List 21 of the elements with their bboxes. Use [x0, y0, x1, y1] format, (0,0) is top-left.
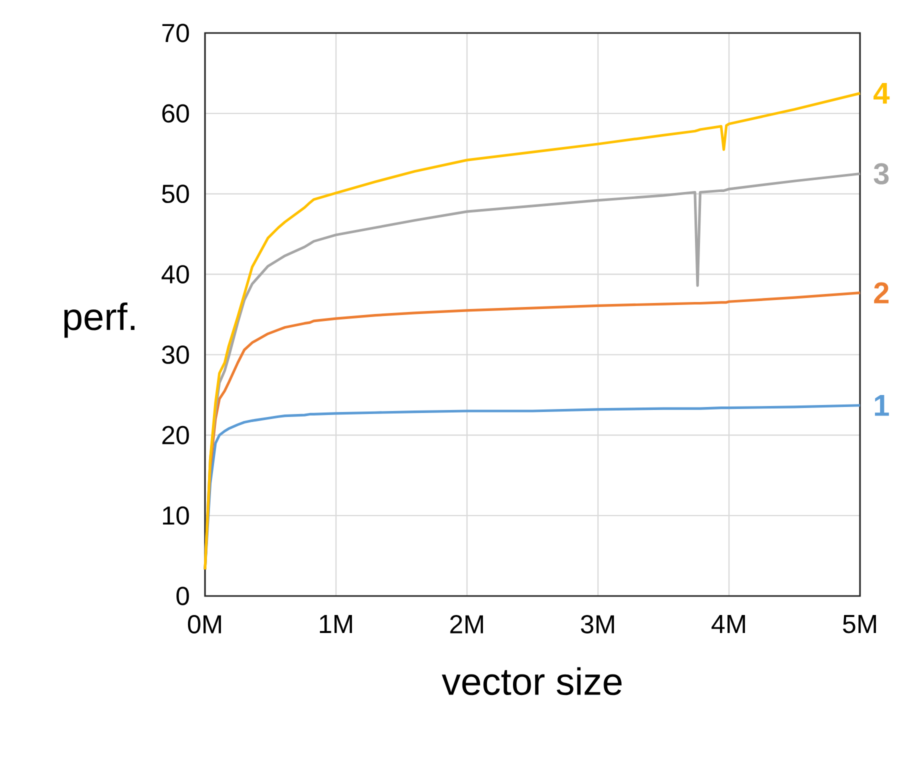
x-tick-label: 3M [580, 615, 614, 634]
x-tick-label: 2M [450, 615, 483, 634]
line-series [204, 92, 862, 571]
series-label: 2 [874, 282, 889, 304]
series-label: 4 [874, 83, 890, 104]
y-tick-label: 60 [162, 104, 189, 123]
y-axis-title: perf. [64, 302, 134, 338]
x-axis-title: vector size [442, 667, 622, 696]
series-label: 1 [874, 395, 889, 416]
x-tick-label: 0M [188, 615, 221, 634]
x-tick-label: 5M [842, 615, 876, 634]
y-tick-label: 10 [163, 506, 189, 525]
y-tick-label: 0 [176, 586, 189, 606]
x-tick-label: 4M [712, 615, 745, 633]
y-tick-label: 50 [162, 184, 189, 204]
y-tick-label: 20 [162, 426, 189, 444]
series-label: 3 [874, 163, 889, 184]
y-tick-label: 70 [162, 24, 189, 42]
x-tick-label: 1M [320, 615, 352, 633]
y-tick-label: 30 [162, 346, 189, 364]
y-tick-label: 40 [162, 265, 189, 284]
